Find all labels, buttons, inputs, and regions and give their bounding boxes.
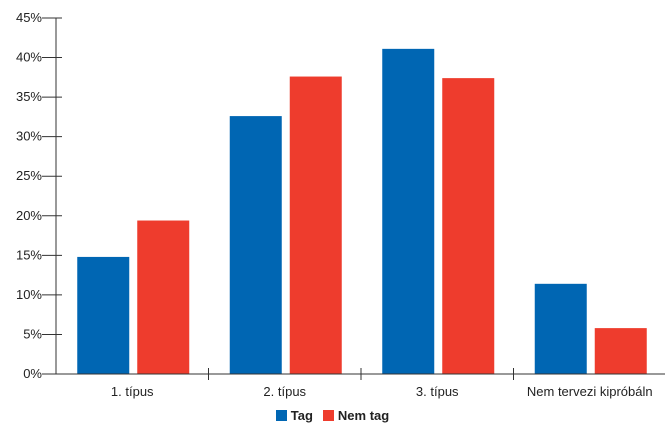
- x-tick-label: 2. típus: [263, 384, 306, 399]
- y-tick-label: 40%: [16, 50, 42, 65]
- legend-label-nem-tag: Nem tag: [337, 408, 390, 423]
- legend-swatch-nem-tag: [322, 410, 334, 421]
- x-tick-label: 3. típus: [416, 384, 459, 399]
- y-tick-label: 0%: [23, 366, 42, 381]
- x-tick-label: 1. típus: [111, 384, 154, 399]
- bar-nem-tag: [442, 78, 495, 374]
- legend-item-nem-tag: Nem tag: [322, 408, 390, 423]
- bar-nem-tag: [289, 76, 342, 374]
- chart-legend: Tag Nem tag: [0, 408, 665, 423]
- y-tick-label: 20%: [16, 208, 42, 223]
- bar-tag: [382, 48, 435, 374]
- bar-nem-tag: [594, 328, 647, 374]
- legend-swatch-tag: [275, 410, 287, 421]
- legend-item-tag: Tag: [275, 408, 313, 423]
- y-tick-label: 30%: [16, 129, 42, 144]
- y-tick-label: 45%: [16, 10, 42, 25]
- y-tick-label: 35%: [16, 89, 42, 104]
- bar-tag: [77, 256, 130, 374]
- bar-nem-tag: [137, 220, 190, 374]
- y-tick-label: 25%: [16, 168, 42, 183]
- y-tick-label: 5%: [23, 326, 42, 341]
- legend-label-tag: Tag: [290, 408, 313, 423]
- bar-tag: [534, 283, 587, 374]
- x-tick-label: Nem tervezi kipróbáln: [527, 384, 653, 399]
- y-tick-label: 10%: [16, 287, 42, 302]
- y-tick-label: 15%: [16, 247, 42, 262]
- bar-tag: [229, 116, 282, 374]
